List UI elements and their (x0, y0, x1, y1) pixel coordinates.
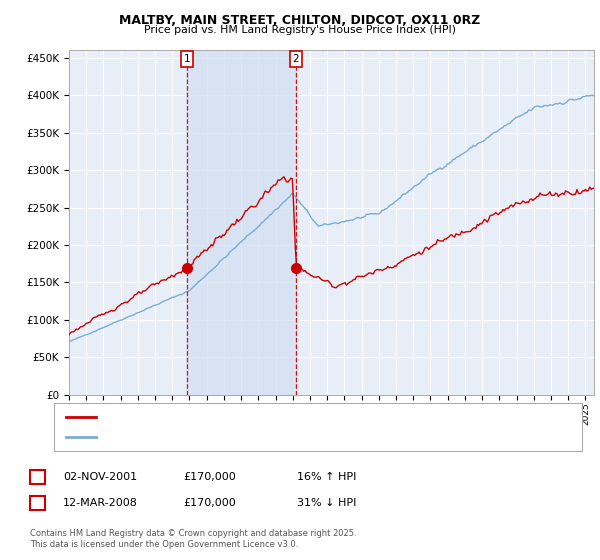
Text: Contains HM Land Registry data © Crown copyright and database right 2025.
This d: Contains HM Land Registry data © Crown c… (30, 529, 356, 549)
Text: 02-NOV-2001: 02-NOV-2001 (63, 473, 137, 482)
Text: 2: 2 (293, 54, 299, 64)
Text: 31% ↓ HPI: 31% ↓ HPI (297, 498, 356, 507)
Text: £170,000: £170,000 (183, 498, 236, 507)
Text: MALTBY, MAIN STREET, CHILTON, DIDCOT, OX11 0RZ: MALTBY, MAIN STREET, CHILTON, DIDCOT, OX… (119, 14, 481, 27)
Text: 1: 1 (34, 473, 41, 482)
Text: MALTBY, MAIN STREET, CHILTON, DIDCOT, OX11 0RZ (semi-detached house): MALTBY, MAIN STREET, CHILTON, DIDCOT, OX… (102, 413, 463, 422)
Text: 1: 1 (184, 54, 190, 64)
Text: £170,000: £170,000 (183, 473, 236, 482)
Text: Price paid vs. HM Land Registry's House Price Index (HPI): Price paid vs. HM Land Registry's House … (144, 25, 456, 35)
Bar (187, 50, 296, 395)
Text: 12-MAR-2008: 12-MAR-2008 (63, 498, 138, 507)
Text: HPI: Average price, semi-detached house, Vale of White Horse: HPI: Average price, semi-detached house,… (102, 433, 398, 442)
Text: 16% ↑ HPI: 16% ↑ HPI (297, 473, 356, 482)
Text: 2: 2 (34, 498, 41, 507)
